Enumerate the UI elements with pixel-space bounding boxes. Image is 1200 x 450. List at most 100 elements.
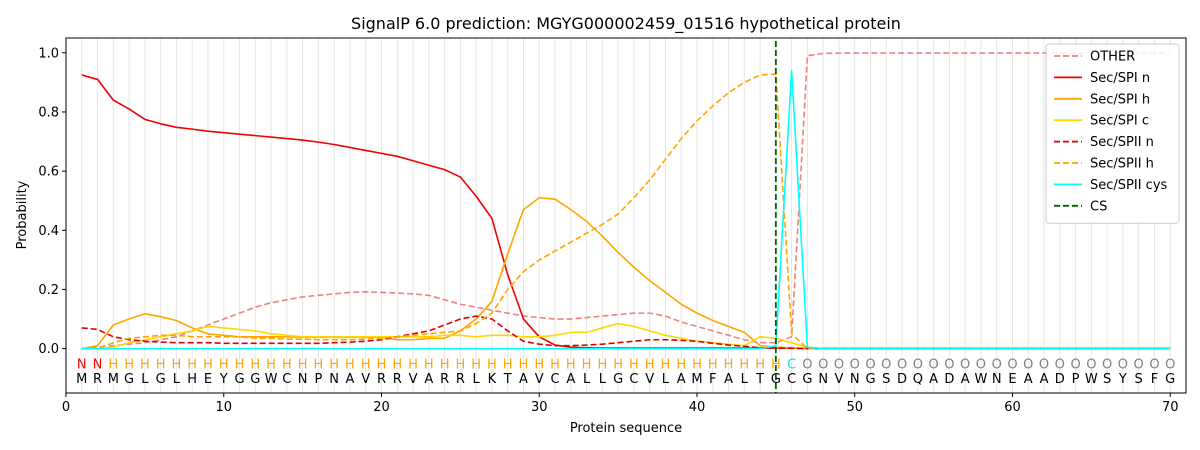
x-tick-label: 30: [531, 400, 548, 415]
series-line-2: [81, 196, 1171, 350]
annotation-label: H: [692, 357, 702, 372]
sequence-letter: M: [108, 372, 119, 387]
annotation-label: O: [928, 357, 938, 372]
annotation-label: H: [266, 357, 276, 372]
annotation-label: H: [156, 357, 166, 372]
sequence-letter: A: [519, 372, 528, 387]
annotation-label: O: [976, 357, 986, 372]
series-line-6: [81, 69, 1171, 350]
sequence-letter: L: [741, 372, 749, 387]
sequence-letter: D: [944, 372, 954, 387]
sequence-letter: S: [1135, 372, 1143, 387]
sequence-letter: N: [992, 372, 1002, 387]
sequence-letter: G: [771, 372, 781, 387]
annotation-label: H: [235, 357, 245, 372]
annotation-label: H: [361, 357, 371, 372]
sequence-letter: A: [929, 372, 938, 387]
annotation-label: H: [392, 357, 402, 372]
sequence-letter: W: [974, 372, 987, 387]
sequence-letter: R: [377, 372, 386, 387]
annotation-label: O: [960, 357, 970, 372]
annotation-label: O: [834, 357, 844, 372]
annotation-label: H: [645, 357, 655, 372]
sequence-letter: T: [755, 372, 764, 387]
y-axis-label: Probability: [15, 180, 30, 249]
annotation-label: O: [1149, 357, 1159, 372]
series-line-4: [81, 315, 1171, 350]
annotation-label: H: [282, 357, 292, 372]
sequence-letter: K: [488, 372, 497, 387]
annotation-label: O: [992, 357, 1002, 372]
sequence-letter: R: [440, 372, 449, 387]
sequence-letter: Y: [1118, 372, 1127, 387]
y-tick-label: 0.8: [38, 105, 59, 120]
annotation-label: H: [455, 357, 465, 372]
legend-label: CS: [1090, 199, 1107, 214]
y-tick-label: 0.2: [38, 283, 59, 298]
annotation-label: H: [739, 357, 749, 372]
annotation-label: H: [534, 357, 544, 372]
sequence-letter: L: [141, 372, 149, 387]
annotation-label: C: [787, 357, 796, 372]
annotation-label: H: [408, 357, 418, 372]
annotation-label: O: [1165, 357, 1175, 372]
annotation-label: O: [818, 357, 828, 372]
annotation-label: O: [944, 357, 954, 372]
annotation-label: H: [140, 357, 150, 372]
annotation-label: H: [708, 357, 718, 372]
x-tick-label: 0: [62, 400, 70, 415]
legend-label: Sec/SPI n: [1090, 71, 1150, 86]
x-axis-label: Protein sequence: [570, 421, 682, 436]
annotation-label: H: [424, 357, 434, 372]
sequence-letter: C: [282, 372, 291, 387]
sequence-letter: R: [93, 372, 102, 387]
sequence-letter: A: [566, 372, 575, 387]
sequence-letter: N: [329, 372, 339, 387]
annotation-label: H: [613, 357, 623, 372]
annotation-label: O: [1055, 357, 1065, 372]
sequence-letter: L: [583, 372, 591, 387]
sequence-letter: V: [645, 372, 654, 387]
x-tick-label: 50: [846, 400, 863, 415]
annotation-label: H: [676, 357, 686, 372]
grid-lines: [81, 38, 1171, 393]
annotation-label: H: [582, 357, 592, 372]
sequence-letter: N: [818, 372, 828, 387]
annotation-label: H: [219, 357, 229, 372]
sequence-letter: A: [424, 372, 433, 387]
sequence-letter: G: [1165, 372, 1175, 387]
annotation-label: O: [1118, 357, 1128, 372]
x-axis-ticks: 0 10 20 30 40 50 60 70: [62, 393, 1178, 415]
sequence-letter: A: [345, 372, 354, 387]
sequence-letter: N: [298, 372, 308, 387]
sequence-letter: E: [1008, 372, 1016, 387]
sequence-letter: G: [156, 372, 166, 387]
annotation-label: H: [597, 357, 607, 372]
chart-title: SignalP 6.0 prediction: MGYG000002459_01…: [351, 14, 901, 34]
annotation-label: H: [629, 357, 639, 372]
sequence-letter: S: [1103, 372, 1111, 387]
sequence-letter: A: [677, 372, 686, 387]
annotation-label: O: [913, 357, 923, 372]
sequence-letter: T: [503, 372, 512, 387]
annotation-label: O: [1134, 357, 1144, 372]
sequence-letter: A: [961, 372, 970, 387]
sequence-letter: P: [1072, 372, 1080, 387]
legend-label: Sec/SPII n: [1090, 135, 1154, 150]
sequence-letter: D: [1055, 372, 1065, 387]
sequence-letter: G: [613, 372, 623, 387]
legend-label: OTHER: [1090, 50, 1135, 65]
legend-label: Sec/SPII h: [1090, 157, 1154, 172]
sequence-letter: M: [691, 372, 702, 387]
sequence-letter: V: [835, 372, 844, 387]
annotation-label: H: [755, 357, 765, 372]
annotation-label: H: [314, 357, 324, 372]
annotation-label: H: [487, 357, 497, 372]
annotation-label: H: [298, 357, 308, 372]
y-axis-ticks: 0.0 0.2 0.4 0.6 0.8 1.0: [38, 46, 66, 357]
sequence-letter: R: [456, 372, 465, 387]
x-tick-label: 20: [373, 400, 390, 415]
annotation-label: H: [550, 357, 560, 372]
